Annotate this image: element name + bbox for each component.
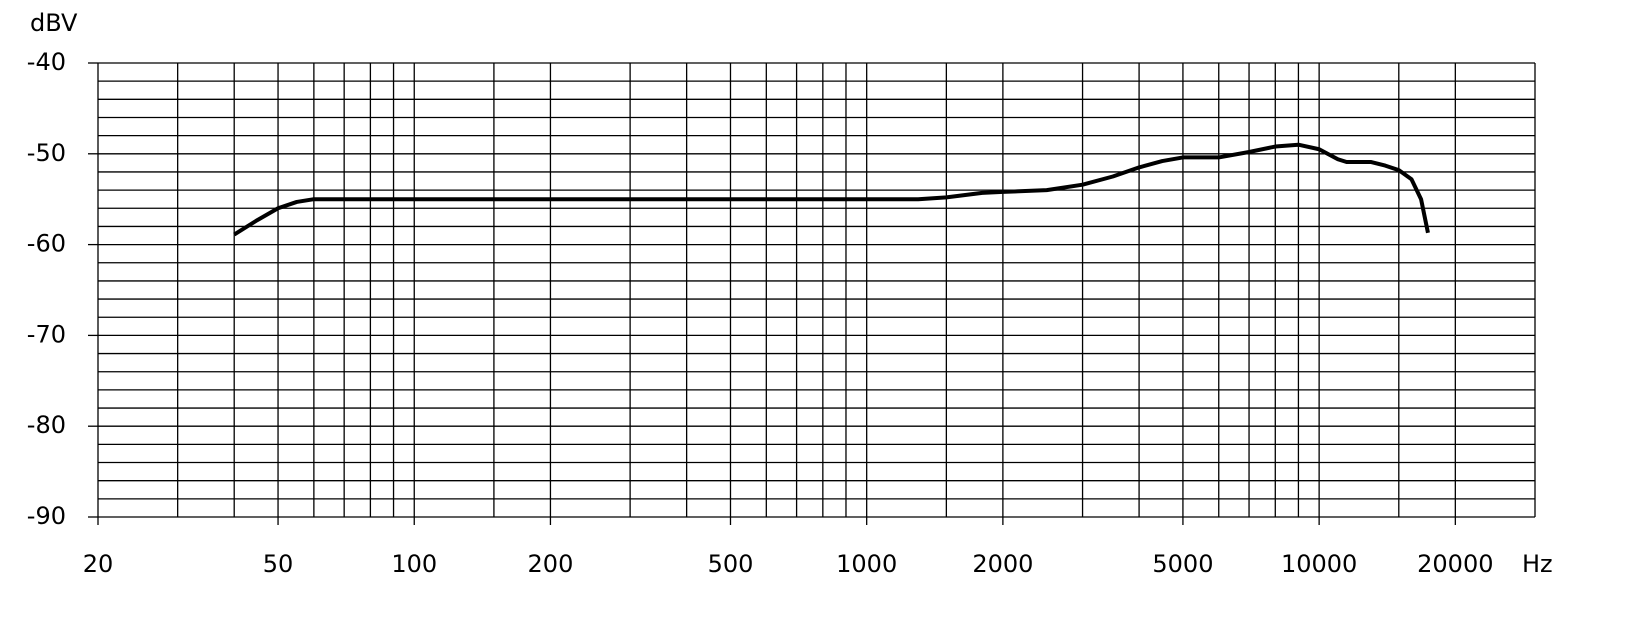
x-tick-label: 1000	[836, 550, 897, 578]
y-tick-label: -50	[27, 139, 66, 167]
x-tick-label: 5000	[1152, 550, 1213, 578]
x-tick-label: 500	[708, 550, 754, 578]
x-axis-label: Hz	[1522, 550, 1553, 578]
x-tick-label: 10000	[1281, 550, 1357, 578]
x-tick-label: 200	[528, 550, 574, 578]
y-tick-label: -70	[27, 320, 66, 348]
x-tick-label: 2000	[972, 550, 1033, 578]
response-curve	[233, 142, 1430, 237]
x-tick-label: 50	[263, 550, 294, 578]
y-axis-label: dBV	[30, 9, 78, 37]
x-tick-label: 20	[83, 550, 114, 578]
y-tick-label: -90	[27, 502, 66, 530]
y-tick-label: -60	[27, 230, 66, 258]
y-tick-label: -40	[27, 48, 66, 76]
x-tick-label: 100	[391, 550, 437, 578]
x-tick-label: 20000	[1417, 550, 1493, 578]
y-tick-label: -80	[27, 411, 66, 439]
